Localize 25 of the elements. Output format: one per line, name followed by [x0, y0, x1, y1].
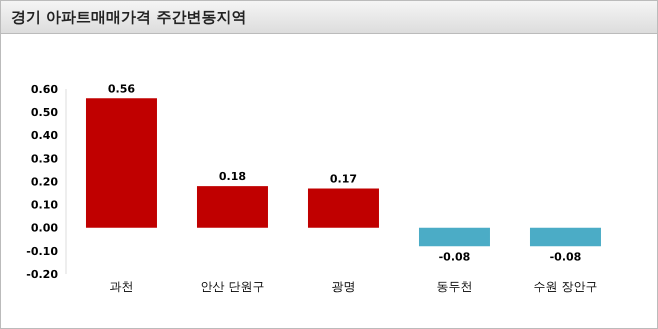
data-label: -0.08 [438, 250, 470, 264]
x-tick-label: 안산 단원구 [200, 280, 264, 294]
bar [308, 188, 379, 228]
y-tick-label: 0.40 [30, 129, 58, 142]
chart-title: 경기 아파트매매가격 주간변동지역 [1, 1, 657, 34]
x-tick-label: 수원 장안구 [534, 280, 598, 294]
x-tick-label: 과천 [110, 280, 134, 294]
bar [530, 228, 601, 246]
x-tick-label: 동두천 [436, 280, 472, 294]
y-tick-label: 0.60 [30, 82, 58, 96]
y-tick-label: 0.50 [30, 106, 58, 120]
bar [418, 228, 490, 246]
bar [196, 186, 268, 228]
data-label: 0.56 [108, 82, 136, 96]
y-tick-label: 0.10 [30, 198, 58, 212]
y-tick-label: -0.20 [26, 268, 58, 281]
x-tick-label: 광명 [332, 280, 356, 294]
y-tick-label: -0.10 [26, 244, 58, 258]
bar [86, 98, 157, 228]
y-tick-label: 0.30 [30, 152, 58, 166]
data-label: 0.18 [218, 170, 246, 184]
data-label: 0.17 [330, 172, 358, 186]
y-tick-label: 0.00 [30, 222, 58, 235]
y-tick-label: 0.20 [30, 175, 58, 188]
data-label: -0.08 [550, 250, 582, 264]
